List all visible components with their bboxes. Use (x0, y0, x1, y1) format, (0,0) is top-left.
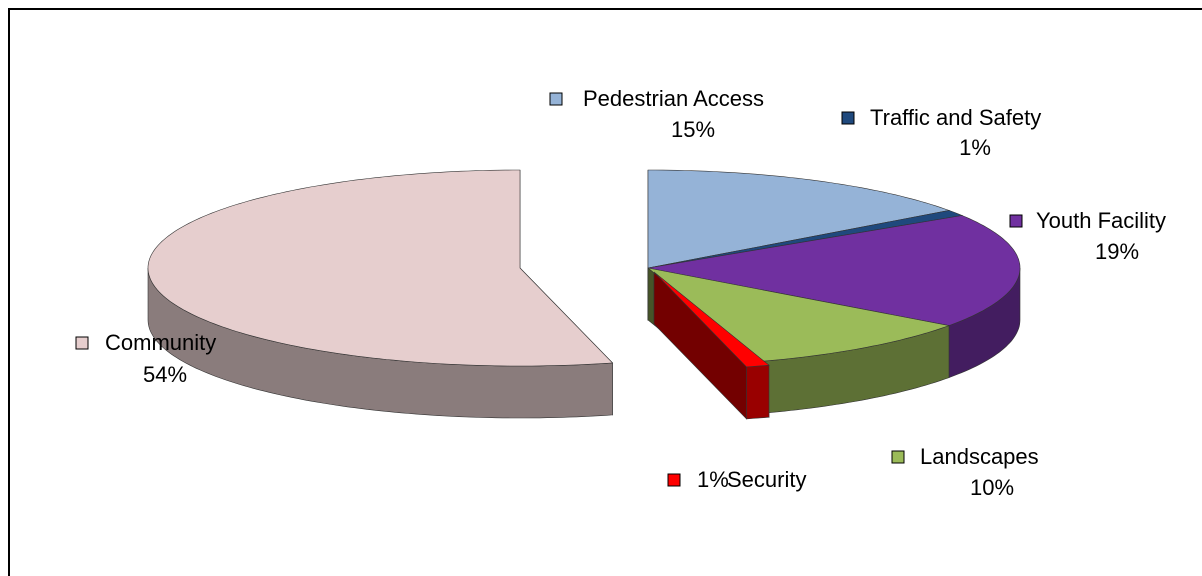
category-label: Pedestrian Access (583, 86, 764, 111)
legend-swatch (1009, 214, 1023, 228)
value-label: 19% (1095, 239, 1139, 264)
category-label: Security (727, 467, 806, 492)
category-label: Youth Facility (1036, 208, 1166, 233)
value-label: 54% (143, 362, 187, 387)
slice (147, 169, 614, 367)
legend-swatch (841, 111, 855, 125)
category-label: Traffic and Safety (870, 105, 1041, 130)
slice (653, 271, 770, 368)
category-label: Community (105, 330, 216, 355)
slice-side (746, 364, 770, 420)
value-label: 10% (970, 475, 1014, 500)
value-label: 1% (697, 467, 729, 492)
legend-swatch (667, 473, 681, 487)
legend-swatch (75, 336, 89, 350)
slice (647, 169, 951, 269)
category-label: Landscapes (920, 444, 1039, 469)
legend-swatch (549, 92, 563, 106)
value-label: 1% (959, 135, 991, 160)
legend-swatch (891, 450, 905, 464)
slice (647, 267, 951, 362)
value-label: 15% (671, 117, 715, 142)
slice (647, 215, 1021, 326)
